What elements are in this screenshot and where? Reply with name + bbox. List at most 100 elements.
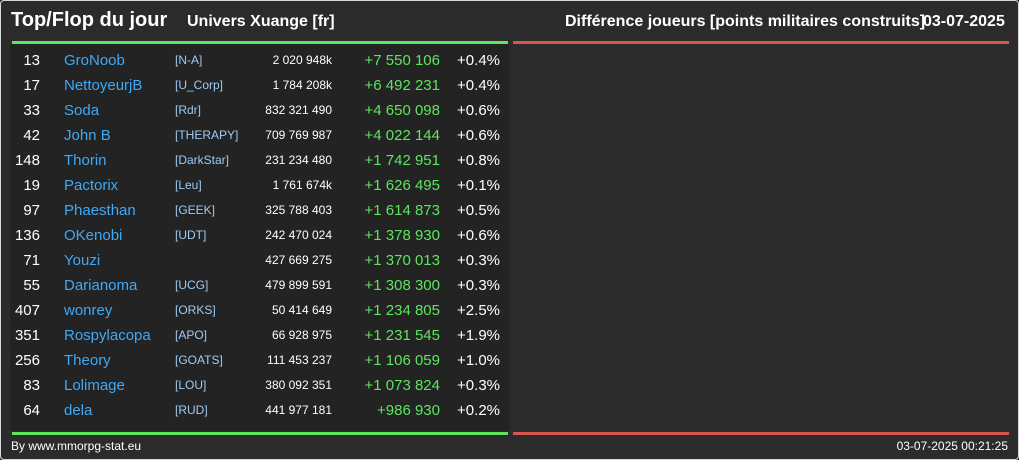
player-rank: 148 xyxy=(14,152,40,169)
player-rank: 13 xyxy=(23,52,40,69)
player-row: 55 Darianoma [UCG] 479 899 591 +1 308 300 +0.… xyxy=(10,273,509,298)
alliance-link[interactable]: [RUD] xyxy=(175,403,208,417)
alliance-link[interactable]: [Leu] xyxy=(175,178,202,192)
player-name-link[interactable]: Theory xyxy=(64,352,111,369)
player-name-link[interactable]: Soda xyxy=(64,102,100,119)
alliance-link[interactable]: [N-A] xyxy=(175,53,203,67)
player-points: 50 414 649 xyxy=(271,303,332,317)
player-name-link[interactable]: Darianoma xyxy=(64,277,138,294)
footer-timestamp: 03-07-2025 00:21:25 xyxy=(896,439,1008,453)
points-difference: +1 073 824 xyxy=(364,377,441,394)
percent-change: +2.5% xyxy=(457,302,500,319)
player-name-link[interactable]: Pactorix xyxy=(64,177,119,194)
player-rank: 17 xyxy=(23,77,40,94)
player-row: 17 NettoyeurjB [U_Corp] 1 784 208k +6 492 23… xyxy=(10,73,509,98)
points-difference: +7 550 106 xyxy=(364,52,441,69)
player-row: 33 Soda [Rdr] 832 321 490 +4 650 098 +0.6% xyxy=(10,98,509,123)
player-rank: 256 xyxy=(14,352,40,369)
points-difference: +1 378 930 xyxy=(364,227,441,244)
player-name-link[interactable]: OKenobi xyxy=(64,227,123,244)
player-name-link[interactable]: John B xyxy=(64,127,111,144)
percent-change: +0.4% xyxy=(457,77,500,94)
player-name-link[interactable]: Lolimage xyxy=(64,377,125,394)
player-row: 136 OKenobi [UDT] 242 470 024 +1 378 930 +0.6… xyxy=(10,223,509,248)
flop-losers-panel xyxy=(513,44,1010,431)
player-rank: 55 xyxy=(23,277,40,294)
player-points: 709 769 987 xyxy=(265,128,332,142)
alliance-link[interactable]: [GOATS] xyxy=(175,353,223,367)
percent-change: +1.0% xyxy=(457,352,500,369)
player-points: 2 020 948k xyxy=(272,53,332,67)
flop-accent-bar-lower xyxy=(513,432,1009,435)
player-name-link[interactable]: NettoyeurjB xyxy=(64,77,143,94)
points-difference: +1 234 805 xyxy=(364,302,441,319)
player-row: 256 Theory [GOATS] 111 453 237 +1 106 059 +1.… xyxy=(10,348,509,373)
percent-change: +0.5% xyxy=(457,202,500,219)
player-points: 380 092 351 xyxy=(265,378,332,392)
percent-change: +0.1% xyxy=(457,177,500,194)
alliance-link[interactable]: [GEEK] xyxy=(175,203,216,217)
player-row: 407 wonrey [ORKS] 50 414 649 +1 234 805 +2.5% xyxy=(10,298,509,323)
player-rank: 97 xyxy=(23,202,40,219)
alliance-link[interactable]: [DarkStar] xyxy=(175,153,230,167)
player-name-link[interactable]: wonrey xyxy=(64,302,113,319)
alliance-link[interactable]: [U_Corp] xyxy=(175,78,224,92)
alliance-link[interactable]: [UDT] xyxy=(175,228,207,242)
player-points: 66 928 975 xyxy=(271,328,332,342)
points-difference: +6 492 231 xyxy=(364,77,441,94)
points-difference: +986 930 xyxy=(377,402,440,419)
player-row: 19 Pactorix [Leu] 1 761 674k +1 626 495 +0.1% xyxy=(10,173,509,198)
percent-change: +0.3% xyxy=(457,252,500,269)
flop-accent-bar-upper xyxy=(513,41,1009,44)
points-difference: +1 370 013 xyxy=(364,252,441,269)
player-points: 1 784 208k xyxy=(272,78,332,92)
top-gainers-panel: 13 GroNoob [N-A] 2 020 948k +7 550 106 +0.4% 1… xyxy=(10,44,509,431)
player-rank: 83 xyxy=(23,377,40,394)
player-points: 1 761 674k xyxy=(272,178,332,192)
footer-credit[interactable]: By www.mmorpg-stat.eu xyxy=(11,439,142,453)
player-rank: 71 xyxy=(23,252,40,269)
percent-change: +0.3% xyxy=(457,277,500,294)
player-row: 64 dela [RUD] 441 977 181 +986 930 +0.2% xyxy=(10,398,509,423)
percent-change: +0.8% xyxy=(457,152,500,169)
percent-change: +0.3% xyxy=(457,377,500,394)
points-difference: +1 742 951 xyxy=(364,152,441,169)
alliance-link[interactable]: [ORKS] xyxy=(175,303,216,317)
player-name-link[interactable]: Thorin xyxy=(64,152,107,169)
player-row: 83 Lolimage [LOU] 380 092 351 +1 073 824 +0.3… xyxy=(10,373,509,398)
universe-label: Univers Xuange [fr] xyxy=(187,13,335,30)
points-difference: +1 626 495 xyxy=(364,177,441,194)
alliance-link[interactable]: [APO] xyxy=(175,328,208,342)
percent-change: +0.6% xyxy=(457,102,500,119)
widget-title: Top/Flop du jour xyxy=(11,9,168,31)
percent-change: +1.9% xyxy=(457,327,500,344)
alliance-link[interactable]: [LOU] xyxy=(175,378,207,392)
player-points: 325 788 403 xyxy=(265,203,332,217)
player-row: 97 Phaesthan [GEEK] 325 788 403 +1 614 873 +0… xyxy=(10,198,509,223)
percent-change: +0.2% xyxy=(457,402,500,419)
percent-change: +0.6% xyxy=(457,227,500,244)
top-accent-bar-upper xyxy=(12,41,508,44)
top-accent-bar-lower xyxy=(12,432,508,435)
player-row: 42 John B [THERAPY] 709 769 987 +4 022 144 +0… xyxy=(10,123,509,148)
alliance-link[interactable]: [THERAPY] xyxy=(175,128,239,142)
points-difference: +1 308 300 xyxy=(364,277,441,294)
alliance-link[interactable]: [Rdr] xyxy=(175,103,202,117)
player-name-link[interactable]: Youzi xyxy=(64,252,101,269)
player-rank: 64 xyxy=(23,402,40,419)
percent-change: +0.4% xyxy=(457,52,500,69)
player-points: 427 669 275 xyxy=(265,253,332,267)
points-difference: +1 614 873 xyxy=(364,202,441,219)
player-name-link[interactable]: Rospylacopa xyxy=(64,327,151,344)
metric-label: Différence joueurs [points militaires co… xyxy=(565,13,926,30)
player-name-link[interactable]: Phaesthan xyxy=(64,202,136,219)
player-points: 832 321 490 xyxy=(265,103,332,117)
player-points: 441 977 181 xyxy=(265,403,332,417)
player-name-link[interactable]: dela xyxy=(64,402,93,419)
player-row: 351 Rospylacopa [APO] 66 928 975 +1 231 545 +… xyxy=(10,323,509,348)
percent-change: +0.6% xyxy=(457,127,500,144)
player-name-link[interactable]: GroNoob xyxy=(64,52,125,69)
alliance-link[interactable]: [UCG] xyxy=(175,278,209,292)
player-row: 13 GroNoob [N-A] 2 020 948k +7 550 106 +0.4% xyxy=(10,48,509,73)
